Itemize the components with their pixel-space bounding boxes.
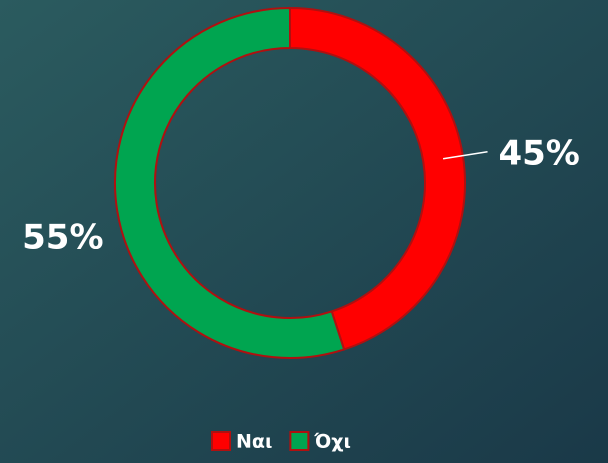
legend-swatch (211, 431, 231, 451)
legend-label: Ναι (236, 431, 272, 453)
legend-label: Όχι (313, 431, 351, 453)
legend-swatch (289, 431, 310, 451)
leader-line (442, 150, 488, 160)
donut-segment (114, 6, 346, 359)
data-label: 45% (498, 133, 579, 173)
donut-segment (289, 6, 466, 351)
data-label: 55% (22, 217, 103, 257)
